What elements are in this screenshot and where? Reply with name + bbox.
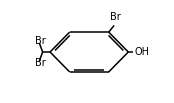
Text: Br: Br xyxy=(110,12,121,22)
Text: OH: OH xyxy=(134,47,149,57)
Text: Br: Br xyxy=(35,58,45,68)
Text: Br: Br xyxy=(35,36,45,46)
